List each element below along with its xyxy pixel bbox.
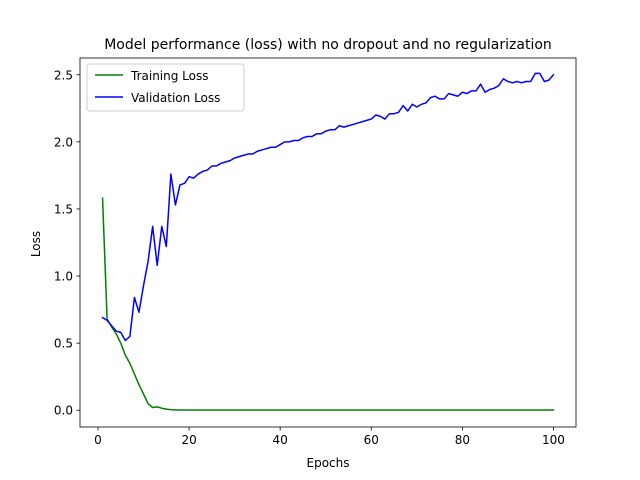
chart-title: Model performance (loss) with no dropout… [104,37,552,53]
axes-frame [79,57,577,428]
y-tick-label: 1.5 [54,202,73,216]
legend-label-validation-loss: Validation Loss [131,91,220,105]
y-axis-label: Loss [29,231,43,257]
series-line-validation-loss [101,72,555,342]
x-axis-label: Epochs [307,456,350,470]
x-tick-label: 80 [455,433,470,447]
y-tick-label: 1.0 [54,270,73,284]
y-tick-label: 2.5 [54,68,73,82]
y-tick-label: 2.0 [54,135,73,149]
y-tick-label: 0.5 [54,337,73,351]
plot-area: 0 20 40 60 80 100 0.0 0.5 1.0 1.5 2.0 2.5 [54,57,577,447]
legend-frame [86,63,245,112]
legend: Training Loss Validation Loss [86,63,245,112]
x-tick-label: 20 [181,433,196,447]
y-tick-label: 0.0 [54,404,73,418]
x-tick-label: 0 [94,433,102,447]
x-tick-label: 100 [542,433,565,447]
series-line-training-loss [101,197,555,411]
legend-label-training-loss: Training Loss [130,69,208,83]
x-tick-label: 60 [364,433,379,447]
x-tick-label: 40 [273,433,288,447]
